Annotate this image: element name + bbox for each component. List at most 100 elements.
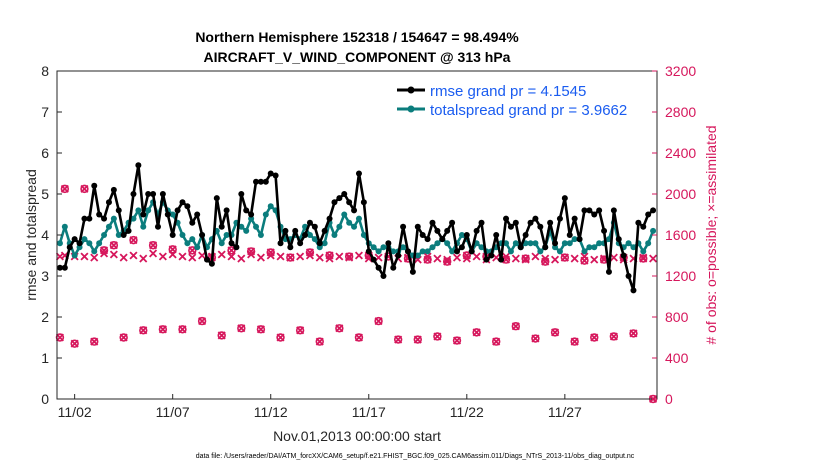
obs-possible-point bbox=[188, 246, 197, 255]
obs-possible-point bbox=[511, 322, 521, 331]
obs-assimilated-point bbox=[149, 249, 158, 258]
obs-possible-point bbox=[80, 184, 89, 194]
obs-possible-point bbox=[413, 335, 422, 344]
obs-assimilated-point bbox=[237, 254, 246, 263]
totalspread-point bbox=[262, 211, 269, 218]
rmse-point bbox=[537, 223, 544, 230]
obs-assimilated-point bbox=[305, 251, 314, 260]
y2-tick-label: 3200 bbox=[665, 63, 696, 79]
obs-possible-cross bbox=[129, 236, 138, 245]
obs-possible-cross bbox=[472, 328, 481, 337]
obs-possible-cross bbox=[570, 337, 579, 346]
obs-assimilated-point bbox=[100, 249, 109, 258]
rmse-point bbox=[512, 219, 519, 226]
y2-tick-label: 1600 bbox=[665, 227, 696, 243]
obs-possible-cross bbox=[551, 328, 560, 337]
obs-possible-point bbox=[227, 246, 236, 255]
rmse-point bbox=[341, 191, 348, 197]
obs-assimilated-point bbox=[531, 252, 540, 261]
rmse-point bbox=[302, 232, 309, 238]
obs-assimilated-point bbox=[315, 253, 324, 262]
rmse-point bbox=[292, 227, 299, 234]
rmse-point bbox=[76, 240, 83, 247]
obs-possible-point bbox=[344, 252, 354, 261]
rmse-point bbox=[498, 256, 505, 263]
rmse-point bbox=[650, 207, 657, 214]
rmse-point bbox=[620, 252, 627, 259]
obs-assimilated-point bbox=[541, 254, 550, 263]
x-tick-label: 11/02 bbox=[58, 404, 92, 420]
obs-assimilated-point bbox=[590, 255, 599, 264]
rmse-point bbox=[458, 244, 465, 251]
obs-assimilated-point bbox=[433, 254, 442, 263]
x-tick-label: 11/12 bbox=[254, 404, 288, 420]
obs-possible-point bbox=[521, 254, 530, 263]
obs-assimilated-point bbox=[472, 252, 481, 261]
footer-data-file: data file: /Users/raeder/DAI/ATM_forcXX/… bbox=[196, 453, 635, 460]
obs-assimilated-point bbox=[560, 253, 569, 262]
obs-possible-cross bbox=[443, 257, 452, 266]
rmse-point bbox=[194, 211, 201, 218]
rmse-point bbox=[463, 232, 470, 238]
legend-spread-marker bbox=[407, 105, 415, 113]
totalspread-point bbox=[424, 248, 431, 255]
x-axis-label: Nov.01,2013 00:00:00 start bbox=[273, 428, 441, 444]
rmse-point bbox=[355, 170, 362, 177]
obs-possible-cross bbox=[100, 246, 109, 255]
obs-possible-cross bbox=[609, 332, 618, 341]
obs-possible-cross bbox=[237, 324, 246, 333]
totalspread-point bbox=[434, 240, 441, 247]
totalspread-point bbox=[115, 232, 122, 238]
rmse-point bbox=[576, 236, 583, 243]
totalspread-point bbox=[640, 248, 647, 255]
totalspread-point bbox=[552, 244, 559, 251]
right-axis: 0 400 800 1200 1600 2000 2400 2800 3200 bbox=[652, 63, 696, 407]
obs-possible-point bbox=[442, 257, 452, 266]
rmse-point bbox=[248, 211, 255, 218]
rmse-point bbox=[375, 264, 382, 271]
legend-spread-label: totalspread grand pr = 3.9662 bbox=[430, 102, 627, 119]
rmse-point bbox=[566, 232, 573, 238]
totalspread-point bbox=[561, 240, 568, 247]
rmse-point bbox=[189, 219, 196, 226]
obs-assimilated-point bbox=[443, 255, 452, 264]
obs-possible-point bbox=[237, 324, 246, 333]
rmse-point bbox=[257, 178, 264, 185]
rmse-point bbox=[154, 223, 161, 230]
y-tick-label: 7 bbox=[41, 104, 49, 120]
rmse-point bbox=[233, 244, 240, 251]
totalspread-point bbox=[248, 215, 255, 222]
rmse-point bbox=[346, 199, 353, 206]
totalspread-point bbox=[444, 240, 451, 247]
obs-possible-cross bbox=[315, 337, 324, 346]
obs-assimilated-point bbox=[335, 252, 344, 261]
rmse-point bbox=[605, 268, 612, 275]
obs-assimilated-point bbox=[80, 252, 89, 261]
y-axis-label: rmse and totalspread bbox=[23, 169, 39, 301]
rmse-point bbox=[552, 240, 559, 247]
obs-possible-cross bbox=[541, 257, 550, 266]
obs-assimilated-point bbox=[188, 253, 197, 262]
totalspread-point bbox=[189, 236, 196, 243]
obs-assimilated-point bbox=[511, 254, 520, 263]
rmse-point bbox=[586, 207, 593, 214]
totalspread-point bbox=[360, 232, 367, 238]
obs-possible-point bbox=[492, 337, 501, 346]
totalspread-point bbox=[105, 223, 112, 230]
rmse-point bbox=[287, 244, 294, 251]
totalspread-point bbox=[478, 244, 485, 251]
rmse-point bbox=[449, 219, 456, 226]
obs-possible-cross bbox=[492, 337, 501, 346]
totalspread-point bbox=[556, 248, 563, 255]
y-tick-label: 5 bbox=[41, 186, 49, 202]
totalspread-point bbox=[625, 240, 632, 247]
rmse-point bbox=[101, 215, 108, 222]
obs-assimilated-point bbox=[256, 253, 265, 262]
chart-title: Northern Hemisphere 152318 / 154647 = 98… bbox=[195, 29, 519, 45]
obs-possible-cross bbox=[354, 333, 363, 342]
rmse-point bbox=[86, 215, 93, 222]
legend: rmse grand pr = 4.1545 totalspread grand… bbox=[388, 78, 646, 122]
y2-tick-label: 1200 bbox=[665, 268, 696, 284]
rmse-point bbox=[532, 215, 539, 222]
totalspread-point bbox=[311, 236, 318, 243]
